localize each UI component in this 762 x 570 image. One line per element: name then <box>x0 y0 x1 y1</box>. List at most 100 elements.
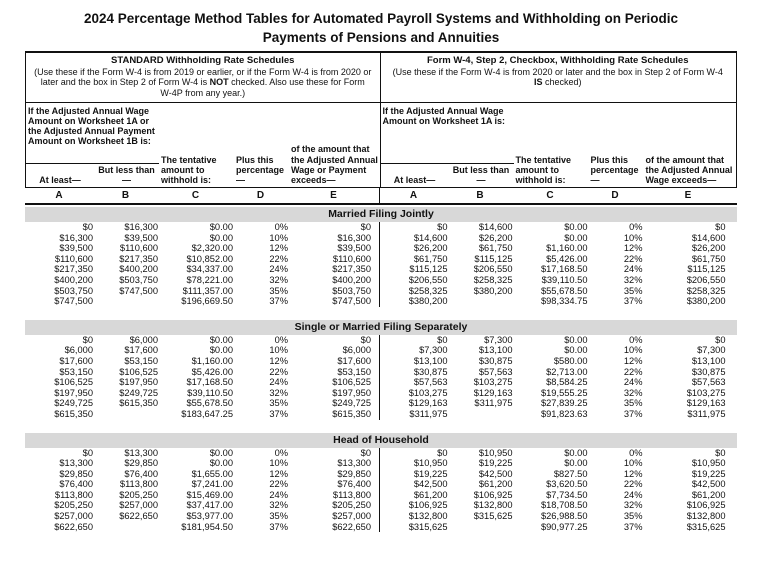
cell-col-b: $217,350 <box>119 253 158 264</box>
left-col-a-label: At least— <box>26 162 94 187</box>
cell-col-b: $129,163 <box>473 387 513 398</box>
single-or-married-filing-separately-left-half: $106,525 $197,950 $17,168.50 24% $106,525 <box>25 377 380 388</box>
table-row: $16,300 $39,500 $0.00 10% $16,300 $14,600 $26,… <box>25 232 737 244</box>
cell-col-c: $580.00 <box>553 355 588 366</box>
cell-col-e: $103,275 <box>686 387 726 398</box>
letter-d: D <box>256 190 265 202</box>
page-content: 2024 Percentage Method Tables for Automa… <box>25 0 737 533</box>
cell-col-b: $249,725 <box>119 387 158 398</box>
cell-col-a: $61,200 <box>413 489 448 500</box>
head-of-household-left-half: $113,800 $205,250 $15,469.00 24% $113,800 <box>25 489 380 501</box>
cell-col-c: $181,954.50 <box>181 521 233 532</box>
cell-col-c: $2,713.00 <box>546 366 588 377</box>
cell-col-b: $380,200 <box>473 285 513 296</box>
cell-col-a: $0 <box>437 447 448 458</box>
cell-col-a: $622,650 <box>54 521 93 532</box>
cell-col-a: $129,163 <box>408 398 448 409</box>
cell-col-d: 0% <box>274 447 288 458</box>
cell-col-e: $29,850 <box>337 468 371 479</box>
cell-col-b: $205,250 <box>119 489 158 500</box>
standard-note-pre: (Use these if the Form W-4 is from 2019 … <box>34 66 372 88</box>
married-filing-jointly-right-half: $26,200 $61,750 $1,160.00 12% $26,200 <box>380 243 735 254</box>
cell-col-c: $5,426.00 <box>191 366 233 377</box>
cell-col-c: $26,988.50 <box>540 511 588 522</box>
cell-col-e: $17,600 <box>337 355 371 366</box>
cell-col-b: $76,400 <box>124 468 158 479</box>
cell-col-e: $76,400 <box>337 479 371 490</box>
cell-col-c: $78,221.00 <box>186 274 233 285</box>
cell-col-c: $0.00 <box>209 447 233 458</box>
cell-col-b: $61,750 <box>478 243 513 254</box>
cell-col-a: $103,275 <box>408 387 448 398</box>
cell-col-b <box>448 409 513 420</box>
cell-col-d: 35% <box>623 285 643 296</box>
cell-col-e: $197,950 <box>332 387 371 398</box>
cell-col-e: $0 <box>715 222 726 233</box>
section-single-or-married-filing-separately: Single or Married Filing Separately $0 $6,… <box>25 319 737 420</box>
table-row: $53,150 $106,525 $5,426.00 22% $53,150 $30,87… <box>25 366 737 378</box>
rate-schedule-sections: Married Filing Jointly $0 $16,300 $0.00 0% $0… <box>25 207 737 533</box>
cell-col-d: 10% <box>623 458 643 469</box>
letter-e: E <box>684 190 692 202</box>
cell-col-c: $0.00 <box>564 345 588 356</box>
table-row: $6,000 $17,600 $0.00 10% $6,000 $7,300 $13,100… <box>25 345 737 356</box>
table-row: $249,725 $615,350 $55,678.50 35% $249,725 $12… <box>25 398 737 409</box>
cell-col-b: $19,225 <box>478 458 513 469</box>
cell-col-d: 22% <box>623 253 643 264</box>
cell-col-a: $53,150 <box>59 366 93 377</box>
table-row: $76,400 $113,800 $7,241.00 22% $76,400 $42,50… <box>25 479 737 490</box>
column-letters-right: A B C D E <box>380 188 735 203</box>
head-of-household-left-half: $76,400 $113,800 $7,241.00 22% $76,400 <box>25 479 380 490</box>
cell-col-c: $7,734.50 <box>546 489 588 500</box>
column-headers-left: If the Adjusted Annual Wage Amount on Wo… <box>26 103 381 188</box>
cell-col-c: $827.50 <box>553 468 588 479</box>
cell-col-c: $196,669.50 <box>181 296 233 307</box>
table-row: $29,850 $76,400 $1,655.00 12% $29,850 $19,225… <box>25 468 737 480</box>
cell-col-e: $7,300 <box>697 345 726 356</box>
cell-col-a: $42,500 <box>413 479 448 490</box>
cell-col-c: $1,160.00 <box>191 355 233 366</box>
cell-col-d: 35% <box>269 398 288 409</box>
married-filing-jointly-right-half: $258,325 $380,200 $55,678.50 35% $258,325 <box>380 286 735 297</box>
cell-col-a: $311,975 <box>409 408 448 419</box>
table-row: $400,200 $503,750 $78,221.00 32% $400,200 $20… <box>25 274 737 286</box>
head-of-household-left-half: $13,300 $29,850 $0.00 10% $13,300 <box>25 458 380 469</box>
right-col-a-label: At least— <box>380 162 449 187</box>
cell-col-b <box>448 522 513 533</box>
cell-col-b: $26,200 <box>478 232 513 243</box>
checkbox-note-post: checked) <box>542 77 582 88</box>
table-row: $257,000 $622,650 $53,977.00 35% $257,000 $13… <box>25 511 737 522</box>
letter-b: B <box>476 190 484 202</box>
letter-a: A <box>55 190 63 202</box>
cell-col-d: 37% <box>623 408 643 419</box>
cell-col-d: 22% <box>623 366 643 377</box>
cell-col-c: $39,110.50 <box>187 387 233 398</box>
cell-col-a: $39,500 <box>59 243 93 254</box>
page-title-line1: 2024 Percentage Method Tables for Automa… <box>84 11 678 26</box>
married-filing-jointly-right-half: $206,550 $258,325 $39,110.50 32% $206,550 <box>380 275 735 286</box>
cell-col-e: $258,325 <box>686 285 726 296</box>
cell-col-a: $19,225 <box>413 468 448 479</box>
cell-col-b: $57,563 <box>478 366 513 377</box>
cell-col-a: $0 <box>437 334 448 345</box>
header-box: STANDARD Withholding Rate Schedules (Use… <box>25 51 737 189</box>
cell-col-e: $16,300 <box>337 232 371 243</box>
married-filing-jointly-right-half: $14,600 $26,200 $0.00 10% $14,600 <box>380 233 735 244</box>
right-col-b-label: But less than— <box>448 162 514 187</box>
letter-a: A <box>409 190 418 202</box>
cell-col-a: $206,550 <box>408 274 448 285</box>
cell-col-c: $98,334.75 <box>540 296 588 307</box>
head-of-household-right-half: $19,225 $42,500 $827.50 12% $19,225 <box>380 469 735 480</box>
cell-col-b: $17,600 <box>124 345 158 356</box>
cell-col-d: 32% <box>623 500 643 511</box>
cell-col-a: $106,925 <box>408 500 448 511</box>
standard-note-post: checked. Also use these for Form W-4P fr… <box>160 77 365 98</box>
cell-col-e: $0 <box>715 334 726 345</box>
single-or-married-filing-separately-right-half: $57,563 $103,275 $8,584.25 24% $57,563 <box>380 377 735 388</box>
cell-col-e: $19,225 <box>691 468 726 479</box>
table-row: $13,300 $29,850 $0.00 10% $13,300 $10,950 $19,… <box>25 458 737 469</box>
cell-col-e: $10,950 <box>691 458 726 469</box>
cell-col-d: 22% <box>623 479 643 490</box>
cell-col-d: 32% <box>269 500 288 511</box>
cell-col-e: $113,800 <box>332 489 371 500</box>
